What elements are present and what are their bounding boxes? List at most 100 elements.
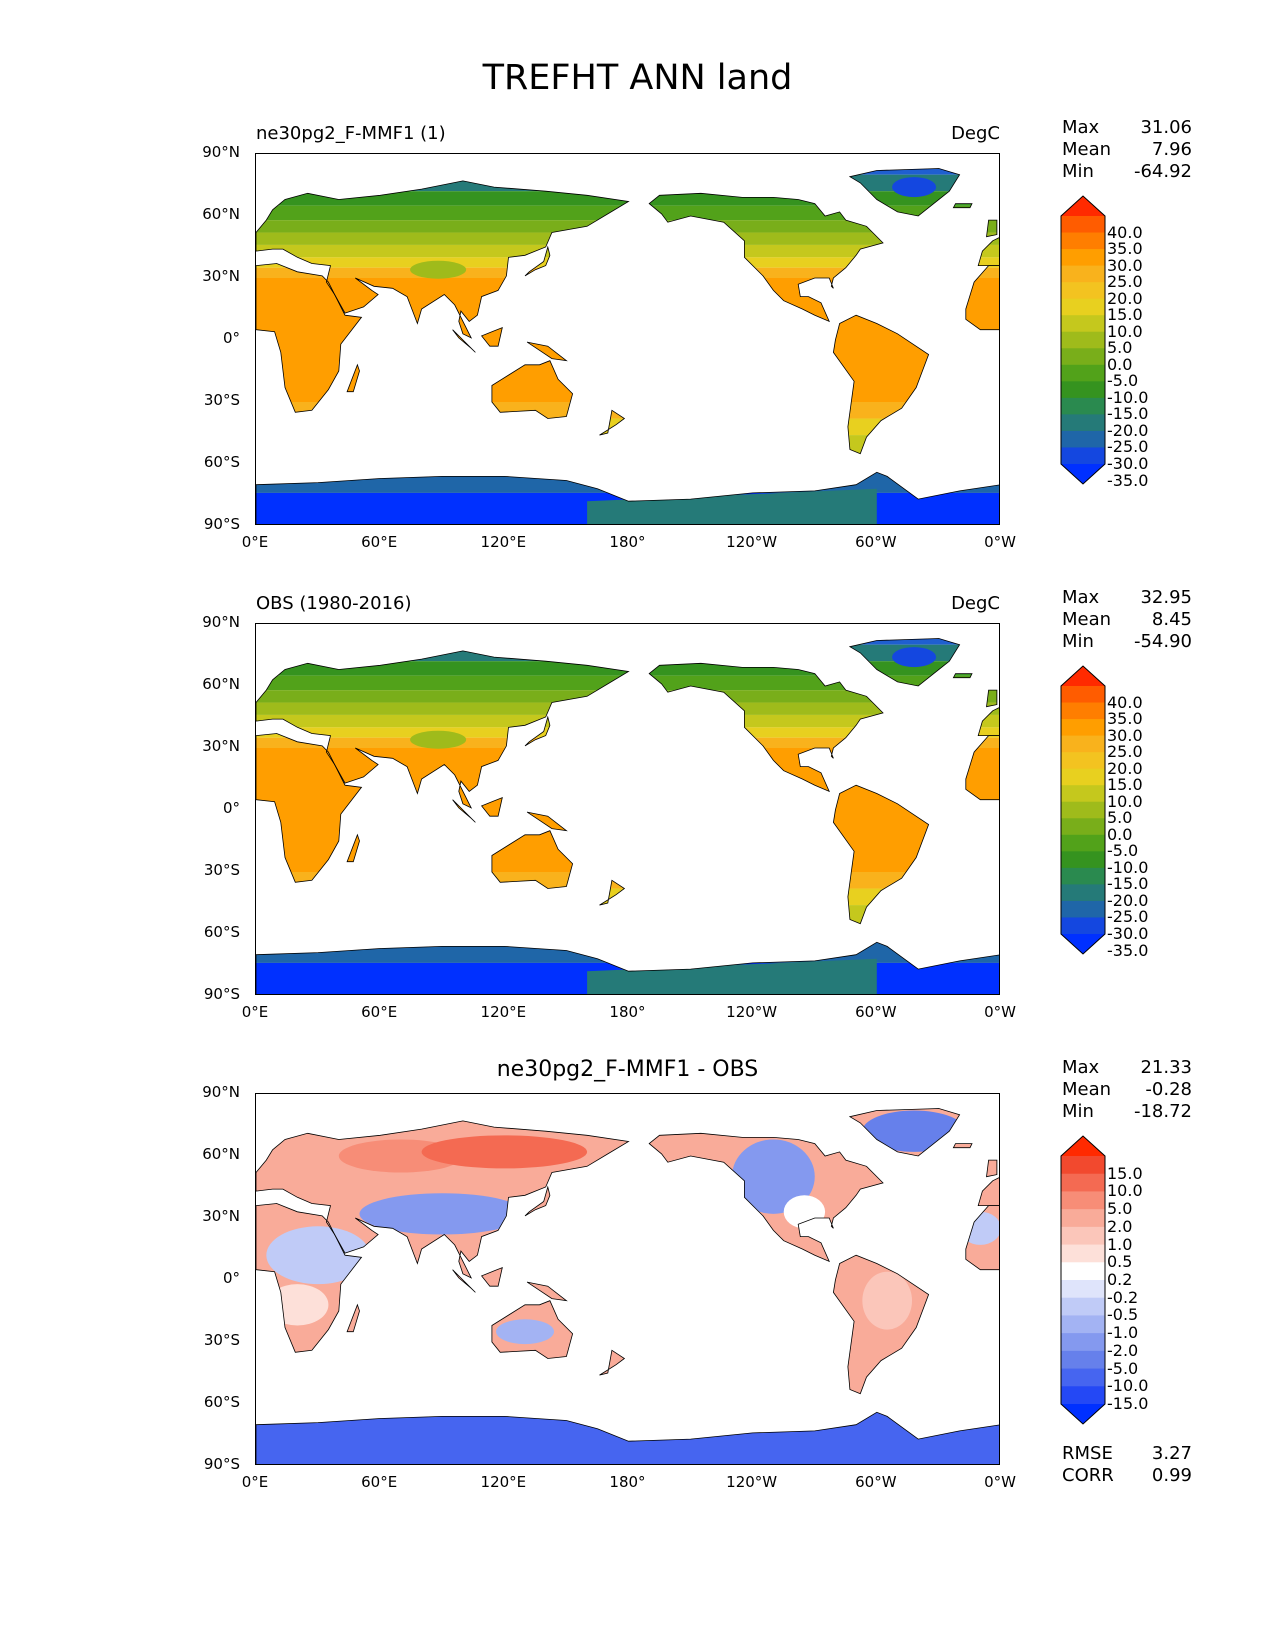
colorbar-swatch [1061, 265, 1105, 283]
x-tick-label: 0°W [984, 1473, 1016, 1491]
y-tick-label: 90°N [202, 1083, 240, 1101]
colorbar-swatch [1061, 1350, 1105, 1370]
sumatra-landmass [452, 329, 476, 353]
colorbar-swatch [1061, 414, 1105, 432]
colorbar [1060, 195, 1106, 485]
temperature-band [256, 455, 999, 469]
colorbar-swatch [1061, 315, 1105, 333]
stat-min: Min -54.90 [1062, 631, 1192, 653]
stat-label: Min [1062, 1101, 1094, 1122]
antarctica-landmass [256, 941, 999, 994]
y-tick-label: 30°N [202, 267, 240, 285]
colorbar-outline [1060, 195, 1106, 485]
colorbar-tick-label: 0.5 [1107, 1252, 1133, 1272]
colorbar-swatch [1061, 430, 1105, 448]
colorbar-tick-label: -0.2 [1107, 1287, 1139, 1307]
temperature-band [256, 220, 999, 233]
colorbar-swatch [1061, 381, 1105, 399]
west-antarctic-region [587, 488, 877, 524]
stat-value: 31.06 [1140, 117, 1192, 138]
colorbar-tick-label: -10.0 [1107, 387, 1149, 407]
africa-landmass [256, 1203, 363, 1353]
colorbar-swatch [1061, 900, 1105, 918]
colorbar-tick-label: -5.0 [1107, 841, 1139, 861]
colorbar-tick-label: -35.0 [1107, 470, 1149, 490]
colorbar-swatch [1061, 1244, 1105, 1263]
plateau-cold-region [410, 260, 467, 279]
temperature-band [256, 748, 999, 872]
colorbar-swatch [1061, 686, 1105, 704]
temperature-band [256, 905, 999, 926]
colorbar-tick-label: -10.0 [1107, 1376, 1149, 1396]
colorbar-tick-label: -25.0 [1107, 437, 1149, 457]
temperature-band [256, 278, 999, 402]
samerica-landmass [832, 1254, 930, 1395]
difference-anomaly [783, 1195, 826, 1229]
y-tick-label: 90°N [202, 143, 240, 161]
y-tick-label: 30°S [203, 391, 240, 409]
colorbar-tick-label: 15.0 [1107, 1163, 1143, 1183]
iceland-landmass [952, 203, 973, 209]
temperature-band [256, 714, 999, 728]
colorbar-tick-label: 0.2 [1107, 1270, 1133, 1289]
stat-label: Max [1062, 1057, 1100, 1078]
panel-title: ne30pg2_F-MMF1 - OBS [496, 1057, 759, 1082]
temperature-band [256, 727, 999, 738]
panel-title: OBS (1980-2016) [256, 593, 412, 614]
y-tick-label: 0° [222, 1269, 240, 1287]
greenland-icesheet-region [892, 647, 937, 668]
borneo-landmass [480, 796, 503, 817]
eurasia-landmass [256, 1120, 630, 1279]
difference-anomaly [496, 1319, 554, 1345]
africa_w-landmass [965, 735, 999, 801]
y-tick-label: 90°N [202, 613, 240, 631]
temperature-band [256, 435, 999, 456]
colorbar-swatch [1061, 364, 1105, 382]
uk-landmass [986, 689, 998, 708]
y-tick-label: 90°S [203, 985, 240, 1003]
madagascar-landmass [346, 363, 360, 393]
colorbar-swatch [1061, 851, 1105, 869]
difference-anomaly [731, 1139, 815, 1214]
namerica-landmass [648, 662, 884, 793]
x-tick-label: 180° [609, 533, 646, 551]
colorbar-swatch [1061, 752, 1105, 770]
madagascar-landmass [346, 833, 360, 863]
colorbar-swatch [1061, 1386, 1105, 1405]
stat-mean: Mean -0.28 [1062, 1079, 1192, 1101]
uk-landmass [986, 1159, 998, 1178]
colorbar-tick-label: -2.0 [1107, 1340, 1139, 1360]
madagascar-landmass [346, 1303, 360, 1333]
stats-box: Max 31.06 Mean 7.96 Min -64.92 [1062, 117, 1192, 183]
colorbar-swatch [1061, 1173, 1105, 1192]
x-tick-label: 120°W [726, 1473, 778, 1491]
temperature-band [256, 661, 999, 676]
newguinea-landmass [526, 1281, 568, 1302]
stat-label: Mean [1062, 609, 1112, 630]
colorbar-extend-max [1061, 196, 1105, 216]
colorbar-swatch [1061, 801, 1105, 819]
map-plot [256, 1108, 999, 1464]
japan-landmass [524, 715, 551, 747]
temperature-band [256, 267, 999, 278]
colorbar-tick-label: -15.0 [1107, 1394, 1149, 1413]
y-tick-label: 90°S [203, 1455, 240, 1473]
y-tick-label: 60°S [203, 453, 240, 471]
colorbar-tick-label: 25.0 [1107, 742, 1143, 762]
y-tick-label: 60°N [202, 1145, 240, 1163]
australia-landmass [491, 1300, 574, 1359]
colorbar-swatch [1061, 735, 1105, 753]
temperature-band [256, 888, 999, 906]
map-plot [256, 168, 999, 524]
africa-landmass [256, 263, 363, 413]
colorbar-swatch [1061, 884, 1105, 902]
africa_w-landmass [965, 265, 999, 331]
stats-box: Max 21.33 Mean -0.28 Min -18.72 [1062, 1057, 1192, 1123]
colorbar-outline [1060, 665, 1106, 955]
colorbar-tick-label: 20.0 [1107, 758, 1143, 778]
colorbar-tick-label: -10.0 [1107, 857, 1149, 877]
antarctica-landmass [256, 1411, 999, 1464]
stat-value: -18.72 [1133, 1101, 1192, 1122]
map-frame [255, 153, 1000, 525]
iceland-landmass [952, 673, 973, 679]
